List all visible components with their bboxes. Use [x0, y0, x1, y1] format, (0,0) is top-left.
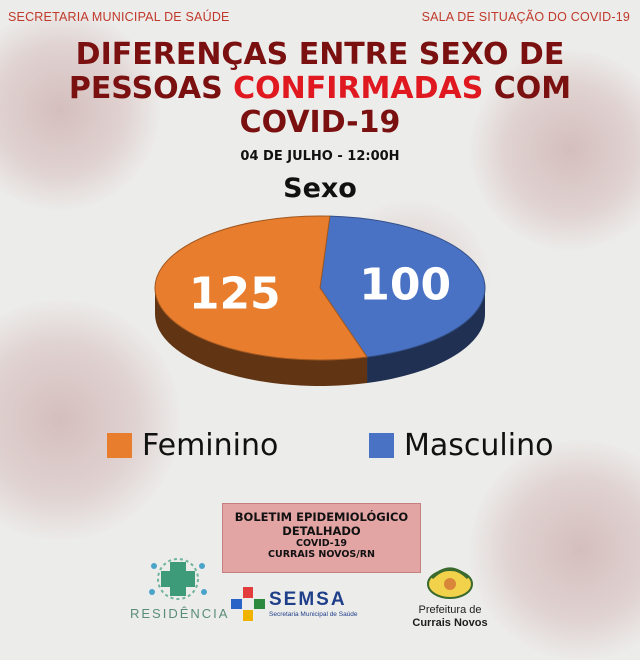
background-virus-decoration [470, 440, 640, 660]
pie-value-label-masculino: 100 [359, 260, 451, 311]
header-department: SECRETARIA MUNICIPAL DE SAÚDE [8, 10, 230, 24]
legend-label: Masculino [404, 428, 554, 463]
bulletin-line-2: DETALHADO [282, 524, 361, 538]
title-highlight: CONFIRMADAS [233, 71, 484, 106]
pie-side-masculino [367, 288, 485, 384]
title-line-3: COVID-19 [239, 105, 401, 140]
bulletin-line-3: COVID-19 [296, 538, 347, 549]
background-virus-decoration [470, 50, 640, 250]
bulletin-line-1: BOLETIM EPIDEMIOLÓGICO [234, 510, 409, 524]
pie-slice-masculino [319, 215, 486, 358]
header-situation-room: SALA DE SITUAÇÃO DO COVID-19 [421, 10, 630, 24]
bulletin-box: BOLETIM EPIDEMIOLÓGICO DETALHADO COVID-1… [222, 503, 421, 573]
residencia-logo: RESIDÊNCIA [130, 548, 230, 628]
legend-item-feminino: Feminino [107, 428, 278, 463]
legend-swatch [107, 433, 132, 458]
pie-side-feminino [155, 288, 368, 386]
residencia-emblem-icon [149, 558, 207, 600]
prefeitura-logo: Prefeitura de Currais Novos [405, 560, 495, 630]
title-line-2-end: COM [483, 71, 572, 106]
legend-item-masculino: Masculino [369, 428, 553, 463]
semsa-wordmark: SEMSA [269, 589, 347, 610]
prefeitura-line-2: Currais Novos [412, 617, 488, 629]
legend-swatch [369, 433, 394, 458]
prefeitura-seal-icon [427, 567, 473, 599]
pie-chart: 100 125 [154, 215, 486, 386]
report-date: 04 DE JULHO - 12:00H [240, 149, 400, 164]
semsa-cross-icon [231, 587, 265, 621]
page-title: DIFERENÇAS ENTRE SEXO DE PESSOAS CONFIRM… [0, 38, 640, 140]
prefeitura-line-1: Prefeitura de [418, 604, 482, 616]
pie-value-label-feminino: 125 [189, 268, 281, 319]
title-line-2: PESSOAS CONFIRMADAS COM [0, 72, 640, 106]
semsa-subtitle: Secretaria Municipal de Saúde [269, 611, 358, 618]
semsa-logo: SEMSA Secretaria Municipal de Saúde [231, 583, 371, 623]
chart-title: Sexo [283, 173, 357, 204]
legend-label: Feminino [142, 428, 279, 463]
residencia-wordmark: RESIDÊNCIA [130, 606, 230, 621]
title-line-1: DIFERENÇAS ENTRE SEXO DE [75, 37, 565, 72]
title-line-2-start: PESSOAS [68, 71, 234, 106]
pie-slice-feminino [154, 215, 368, 361]
bulletin-line-4: CURRAIS NOVOS/RN [268, 549, 375, 560]
background-virus-decoration [0, 10, 160, 210]
